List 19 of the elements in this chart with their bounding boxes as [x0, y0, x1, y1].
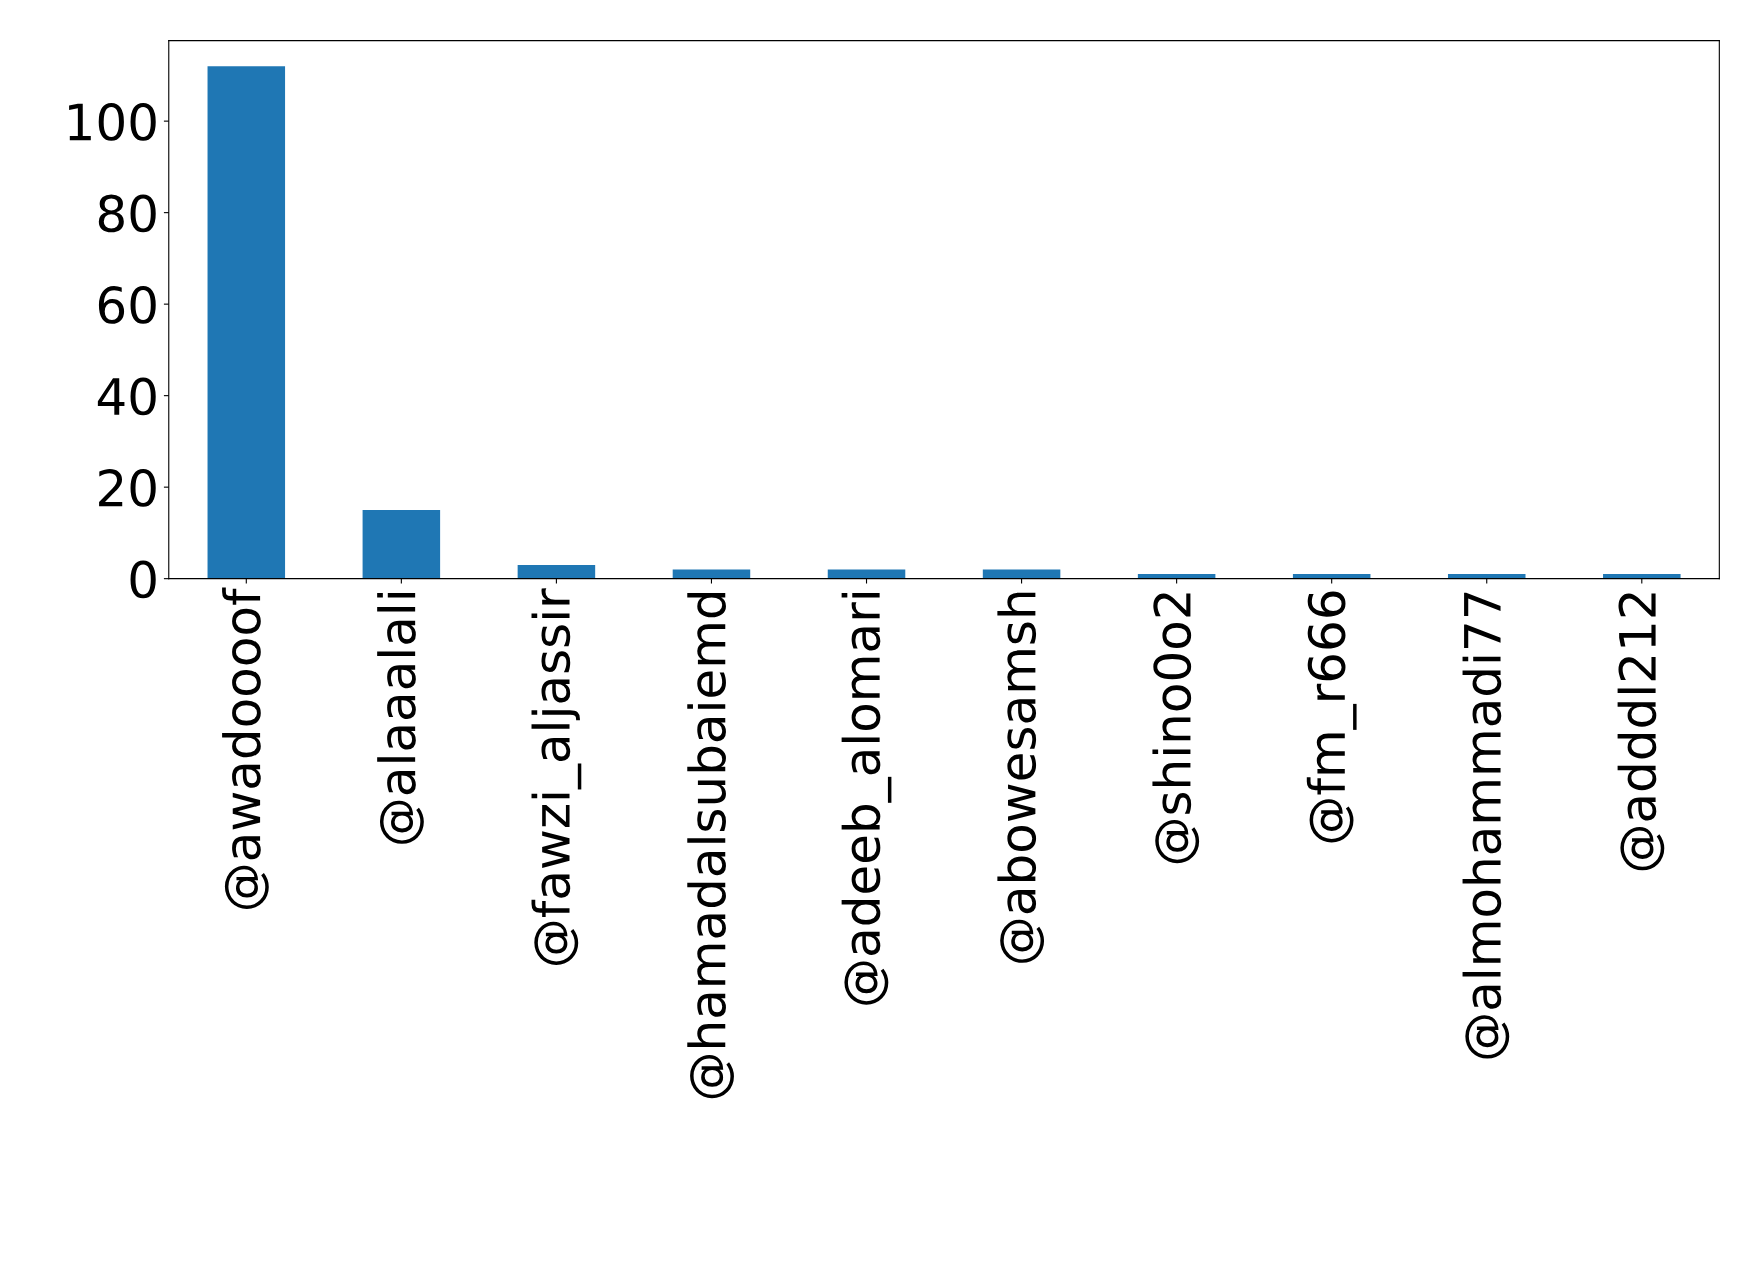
x-tick-label: @fawzi_aljassir [531, 588, 582, 965]
y-tick-label: 100 [69, 103, 156, 141]
x-tick-label: @almohammadi77 [1462, 592, 1510, 1059]
x-tick-label: @adeeb_alomari [841, 593, 892, 1005]
y-tick-label: 20 [99, 469, 156, 507]
y-tick-label: 0 [130, 560, 156, 599]
bar [517, 564, 596, 579]
bar [362, 510, 441, 579]
x-tick-label: @alaaalali [377, 593, 424, 844]
x-tick-label: @shino0o2 [1152, 593, 1200, 864]
x-tick-label: @awadoooof [222, 587, 269, 909]
x-tick-label: @abowesamsh [997, 592, 1045, 963]
x-tick-label: @hamadalsubaiemd [687, 592, 734, 1099]
y-tick-label: 40 [97, 377, 156, 416]
x-tick-label: @adddl212 [1617, 593, 1665, 871]
y-tick-label: 80 [98, 194, 156, 233]
bar [207, 66, 286, 579]
y-tick-label: 60 [98, 286, 156, 324]
x-tick-label: @fm_r666 [1306, 591, 1357, 843]
